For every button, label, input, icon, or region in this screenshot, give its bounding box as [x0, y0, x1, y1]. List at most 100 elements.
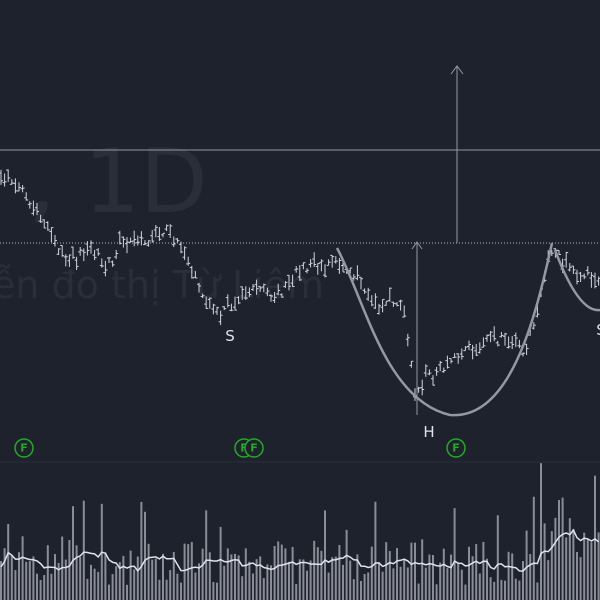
volume-bar: [586, 539, 589, 600]
volume-bar: [356, 554, 359, 600]
volume-bar: [133, 569, 136, 600]
volume-bar: [46, 545, 49, 600]
volume-bar: [363, 573, 366, 600]
volume-bar: [14, 570, 17, 600]
volume-bar: [324, 510, 326, 600]
volume-bar: [79, 557, 82, 600]
volume-bar: [234, 553, 236, 600]
volume-bar: [388, 551, 391, 600]
volume-bar: [154, 558, 157, 600]
volume-bar: [331, 557, 334, 600]
volume-bar: [75, 545, 78, 600]
volume-bar: [277, 541, 280, 600]
volume-bar: [216, 582, 218, 600]
event-marker-text: F: [250, 442, 258, 455]
volume-bar: [565, 537, 568, 600]
volume-bar: [370, 546, 373, 600]
volume-bar: [446, 568, 449, 600]
pattern-label: H: [423, 423, 434, 441]
volume-bar: [558, 500, 560, 600]
volume-bar: [417, 583, 420, 600]
volume-bar: [136, 556, 139, 600]
volume-bar: [579, 557, 582, 600]
volume-bar: [72, 506, 74, 600]
volume-bar: [432, 555, 434, 600]
volume-bar: [453, 508, 456, 600]
volume-bar: [421, 539, 424, 600]
volume-bar: [140, 501, 143, 600]
volume-bar: [583, 532, 586, 600]
volume-bar: [270, 565, 272, 600]
volume-bar: [187, 544, 190, 600]
volume-bar: [532, 496, 535, 600]
watermark-description: ễn đo thị Từ Liêm: [0, 263, 324, 307]
volume-bar: [190, 542, 193, 600]
volume-bar: [486, 558, 488, 600]
volume-bar: [302, 559, 305, 600]
volume-bar: [478, 573, 481, 600]
volume-bar: [255, 559, 258, 600]
volume-bar: [345, 529, 348, 600]
event-marker[interactable]: F: [244, 438, 264, 458]
volume-bar: [316, 547, 319, 600]
volume-bar: [115, 566, 118, 600]
volume-bar: [399, 566, 402, 600]
volume-bar: [201, 548, 204, 600]
volume-bar: [90, 564, 92, 600]
cup-curve: [335, 242, 554, 417]
volume-bar: [594, 475, 596, 600]
volume-average: [0, 528, 600, 572]
volume-bar: [291, 546, 294, 600]
volume-bar: [568, 518, 571, 600]
volume-bar: [529, 554, 532, 600]
volume-bar: [352, 579, 355, 600]
volume-bar: [392, 568, 395, 600]
volume-bar: [3, 548, 6, 600]
volume-bar: [104, 552, 107, 600]
volume-bar: [540, 463, 542, 600]
volume-bar: [39, 580, 42, 600]
volume-bar: [129, 550, 132, 600]
volume-bar: [406, 567, 409, 600]
volume-bar: [169, 570, 172, 600]
volume-bar: [378, 563, 380, 600]
volume-bar: [504, 580, 506, 600]
volume-bar: [342, 564, 344, 600]
volume-bar: [381, 571, 384, 600]
event-marker[interactable]: F: [14, 438, 34, 458]
volume-bar: [144, 511, 146, 600]
volume-bar: [385, 542, 388, 600]
volume-bar: [25, 561, 28, 600]
volume-bar: [482, 541, 485, 600]
volume-bar: [468, 546, 470, 600]
volume-bar: [21, 536, 24, 600]
volume-bars: [0, 463, 600, 600]
volume-bar: [572, 529, 575, 600]
volume-bar: [208, 552, 211, 600]
volume-bar: [309, 560, 312, 600]
volume-bar: [284, 548, 287, 600]
volume-bar: [28, 561, 31, 600]
volume-bar: [298, 559, 301, 600]
volume-bar: [457, 563, 460, 600]
volume-bar: [118, 562, 121, 600]
volume-bar: [550, 531, 553, 600]
volume-bar: [450, 554, 452, 600]
volume-bar: [428, 554, 431, 600]
volume-bar: [439, 562, 442, 600]
volume-bar: [241, 576, 244, 600]
volume-bar: [54, 554, 56, 600]
volume-bar: [554, 517, 557, 600]
volume-bar: [514, 578, 517, 600]
cup-curve-right: [553, 249, 600, 312]
volume-bar: [536, 582, 539, 600]
volume-bar: [10, 556, 13, 600]
volume-bar: [248, 561, 251, 600]
volume-bar: [151, 559, 154, 600]
depth-arrow-head: [411, 241, 423, 250]
volume-bar: [183, 543, 186, 600]
event-marker[interactable]: F: [446, 438, 466, 458]
volume-bar: [252, 573, 254, 600]
volume-bar: [237, 555, 240, 600]
